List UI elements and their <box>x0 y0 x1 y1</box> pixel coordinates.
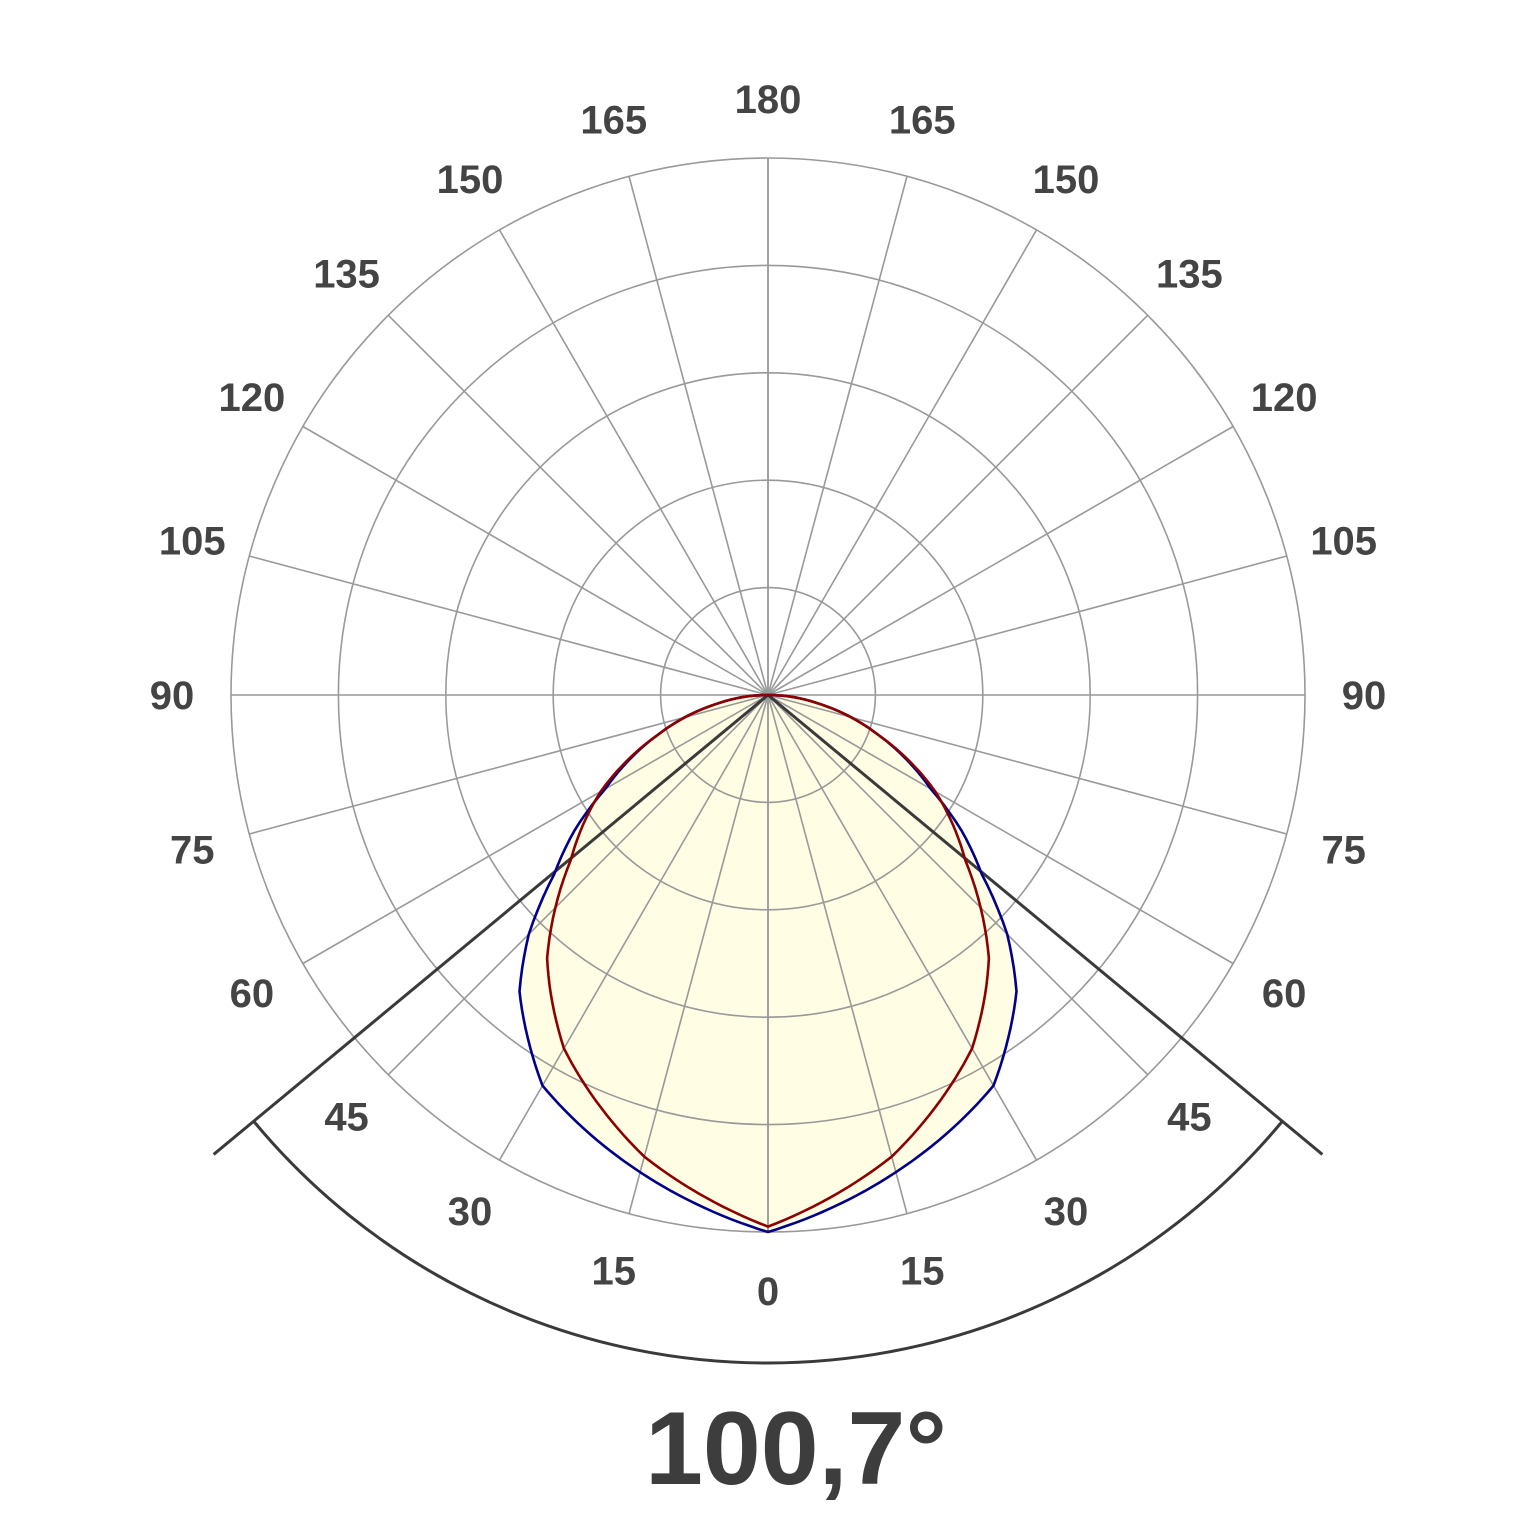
beam-angle-indicator <box>212 693 1324 1365</box>
angle-tick-label: 150 <box>437 158 504 202</box>
beam-edge-line <box>212 693 769 1156</box>
grid-spoke <box>387 694 769 1076</box>
angle-tick-label: 165 <box>889 98 956 142</box>
grid-spoke <box>249 555 769 696</box>
angle-tick-label: 150 <box>1033 158 1100 202</box>
grid-spoke <box>767 555 1287 696</box>
series-curve-0 <box>518 693 1018 1234</box>
angle-tick-label: 120 <box>218 376 285 420</box>
polar-grid <box>230 157 1306 1233</box>
angle-tick-label: 90 <box>1342 674 1387 718</box>
angle-tick-label: 75 <box>1321 828 1366 872</box>
angle-tick-label: 30 <box>448 1190 493 1234</box>
angle-tick-label: 60 <box>1262 972 1307 1016</box>
angle-tick-label: 75 <box>170 828 215 872</box>
angle-tick-label: 0 <box>757 1270 779 1314</box>
angle-tick-label: 60 <box>230 972 275 1016</box>
angle-tick-labels: 0 15 15 30 30 45 45 60 60 75 75 90 90 105 105 120 120 135… <box>150 78 1387 1314</box>
series-curve-1 <box>545 693 991 1228</box>
grid-spoke <box>767 176 908 696</box>
angle-tick-label: 15 <box>591 1250 636 1294</box>
angle-tick-label: 135 <box>313 253 380 297</box>
angle-tick-label: 45 <box>1167 1095 1212 1139</box>
grid-spoke <box>767 694 1234 965</box>
grid-spoke <box>767 314 1149 696</box>
angle-tick-label: 105 <box>159 520 226 564</box>
grid-spoke <box>387 314 769 696</box>
grid-spoke <box>767 425 1234 696</box>
grid-spoke <box>302 694 769 965</box>
beam-edge-line <box>767 693 1324 1156</box>
angle-tick-label: 180 <box>735 78 802 122</box>
grid-spoke <box>767 229 1038 696</box>
angle-tick-label: 90 <box>150 674 195 718</box>
angle-tick-label: 120 <box>1251 376 1318 420</box>
angle-tick-label: 165 <box>580 98 647 142</box>
angle-tick-label: 45 <box>324 1095 369 1139</box>
series-curves <box>518 693 1018 1234</box>
grid-spoke <box>498 229 769 696</box>
beam-angle-arc <box>252 1120 1284 1365</box>
grid-spoke <box>498 694 769 1161</box>
grid-spoke <box>628 176 769 696</box>
grid-spoke <box>767 694 1149 1076</box>
angle-tick-label: 30 <box>1044 1190 1089 1234</box>
chart-title: 100,7° <box>645 1391 947 1507</box>
grid-spoke <box>767 694 908 1214</box>
grid-spoke <box>767 694 1038 1161</box>
angle-tick-label: 135 <box>1156 253 1223 297</box>
grid-spoke <box>628 694 769 1214</box>
angle-tick-label: 15 <box>900 1250 945 1294</box>
angle-tick-label: 105 <box>1310 520 1377 564</box>
grid-spoke <box>302 425 769 696</box>
